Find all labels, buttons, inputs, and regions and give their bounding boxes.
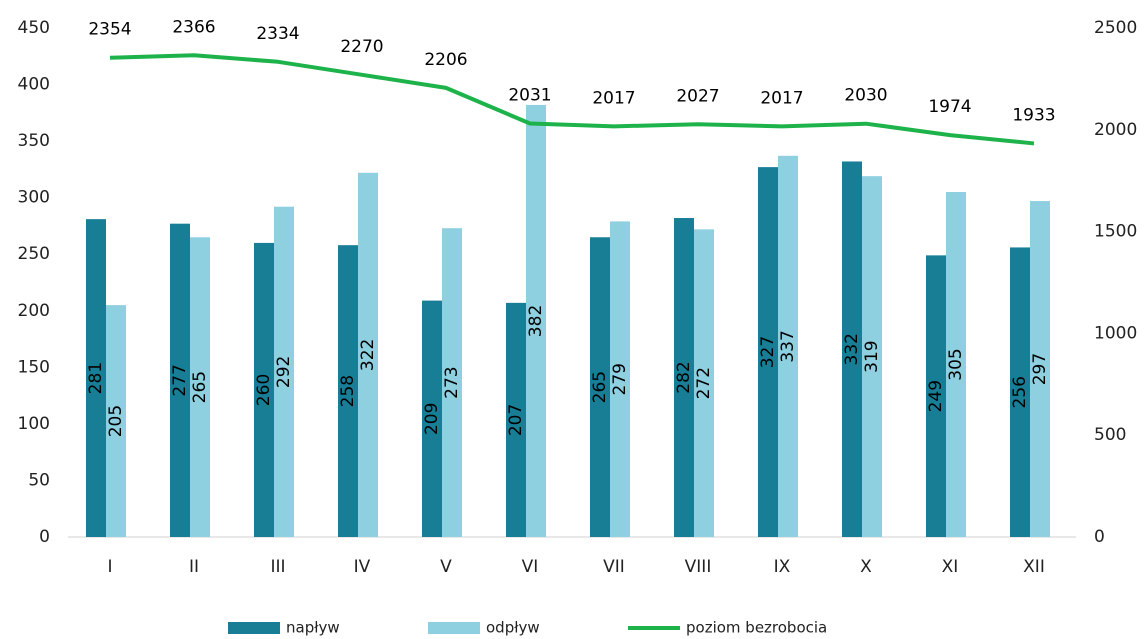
line-value-label: 2030 xyxy=(844,86,887,106)
bar xyxy=(506,302,526,537)
bar xyxy=(674,218,694,537)
bar-value-label: 337 xyxy=(778,330,798,362)
line-value-label: 2017 xyxy=(760,88,803,108)
bar-value-label: 277 xyxy=(170,364,190,396)
y2-tick-label: 1000 xyxy=(1094,323,1137,343)
line-value-label: 2031 xyxy=(508,85,551,105)
bar xyxy=(1030,201,1050,537)
x-tick-label: XII xyxy=(1023,557,1045,577)
bar-value-label: 207 xyxy=(506,404,526,436)
bar xyxy=(86,219,106,537)
x-tick-label: V xyxy=(440,557,452,577)
bar-value-label: 292 xyxy=(274,356,294,388)
legend-label: napływ xyxy=(286,619,340,637)
bar xyxy=(526,104,546,537)
bar xyxy=(694,229,714,538)
x-tick-label: X xyxy=(860,557,872,577)
line-value-label: 2206 xyxy=(424,50,467,70)
legend-key xyxy=(228,622,280,634)
x-tick-label: VIII xyxy=(685,557,712,577)
bar-value-label: 258 xyxy=(338,375,358,407)
x-tick-label: XI xyxy=(942,557,959,577)
line-value-label: 1974 xyxy=(928,97,971,117)
y2-tick-label: 1500 xyxy=(1094,222,1137,242)
y-tick-label: 250 xyxy=(18,244,50,264)
bar-value-label: 327 xyxy=(758,336,778,368)
y2-tick-label: 0 xyxy=(1094,527,1105,547)
bar xyxy=(842,161,862,537)
bar-value-label: 297 xyxy=(1030,353,1050,385)
bar xyxy=(862,176,882,538)
line-value-label: 1933 xyxy=(1012,105,1055,125)
y-tick-label: 50 xyxy=(28,470,50,490)
bar-value-label: 322 xyxy=(358,339,378,371)
bar xyxy=(758,167,778,538)
bar-value-label: 305 xyxy=(946,348,966,380)
bar xyxy=(254,242,274,537)
bar-value-label: 209 xyxy=(422,403,442,435)
bar-value-label: 272 xyxy=(694,367,714,399)
line-value-label: 2334 xyxy=(256,24,299,44)
line xyxy=(109,53,1035,146)
bar-value-label: 281 xyxy=(86,362,106,394)
bar-value-label: 265 xyxy=(590,371,610,403)
bar xyxy=(946,192,966,537)
bar-value-label: 319 xyxy=(862,340,882,372)
bar xyxy=(106,305,126,537)
bar xyxy=(170,223,190,537)
line-value-label: 2027 xyxy=(676,86,719,106)
y2-tick-label: 500 xyxy=(1094,425,1126,445)
y-tick-label: 150 xyxy=(18,357,50,377)
bar xyxy=(422,300,442,537)
bar xyxy=(1010,247,1030,538)
bar xyxy=(442,228,462,537)
bar-value-label: 273 xyxy=(442,366,462,398)
x-tick-label: VII xyxy=(603,557,625,577)
bar-value-label: 265 xyxy=(190,371,210,403)
y-tick-label: 450 xyxy=(18,18,50,38)
bar-value-label: 205 xyxy=(106,405,126,437)
y-tick-label: 100 xyxy=(18,414,50,434)
legend-key xyxy=(428,622,480,634)
x-tick-label: VI xyxy=(522,557,539,577)
bar xyxy=(274,206,294,537)
bar-value-label: 249 xyxy=(926,380,946,412)
x-tick-label: II xyxy=(189,557,199,577)
y-tick-label: 300 xyxy=(18,188,50,208)
legend-label: odpływ xyxy=(486,619,540,637)
line-value-label: 2270 xyxy=(340,37,383,57)
bar xyxy=(358,172,378,537)
bar xyxy=(610,221,630,538)
bar-value-label: 332 xyxy=(842,333,862,365)
bar xyxy=(778,155,798,537)
line-value-label: 2366 xyxy=(172,17,215,37)
bar-value-label: 260 xyxy=(254,374,274,406)
bar xyxy=(338,245,358,537)
y-tick-label: 400 xyxy=(18,75,50,95)
line-value-label: 2354 xyxy=(88,20,131,40)
y2-tick-label: 2000 xyxy=(1094,120,1137,140)
bar xyxy=(190,237,210,537)
bar-value-label: 282 xyxy=(674,361,694,393)
y2-tick-label: 2500 xyxy=(1094,18,1137,38)
line-value-label: 2017 xyxy=(592,88,635,108)
x-tick-label: IX xyxy=(774,557,791,577)
x-tick-label: III xyxy=(270,557,285,577)
y-tick-label: 0 xyxy=(39,527,50,547)
x-tick-label: I xyxy=(107,557,112,577)
legend-label: poziom bezrobocia xyxy=(686,619,827,637)
y-tick-label: 200 xyxy=(18,301,50,321)
bar xyxy=(926,255,946,537)
y-tick-label: 350 xyxy=(18,131,50,151)
bar xyxy=(590,237,610,537)
bar-value-label: 279 xyxy=(610,363,630,395)
bar-value-label: 382 xyxy=(526,305,546,337)
x-tick-label: IV xyxy=(354,557,371,577)
bar-value-label: 256 xyxy=(1010,376,1030,408)
